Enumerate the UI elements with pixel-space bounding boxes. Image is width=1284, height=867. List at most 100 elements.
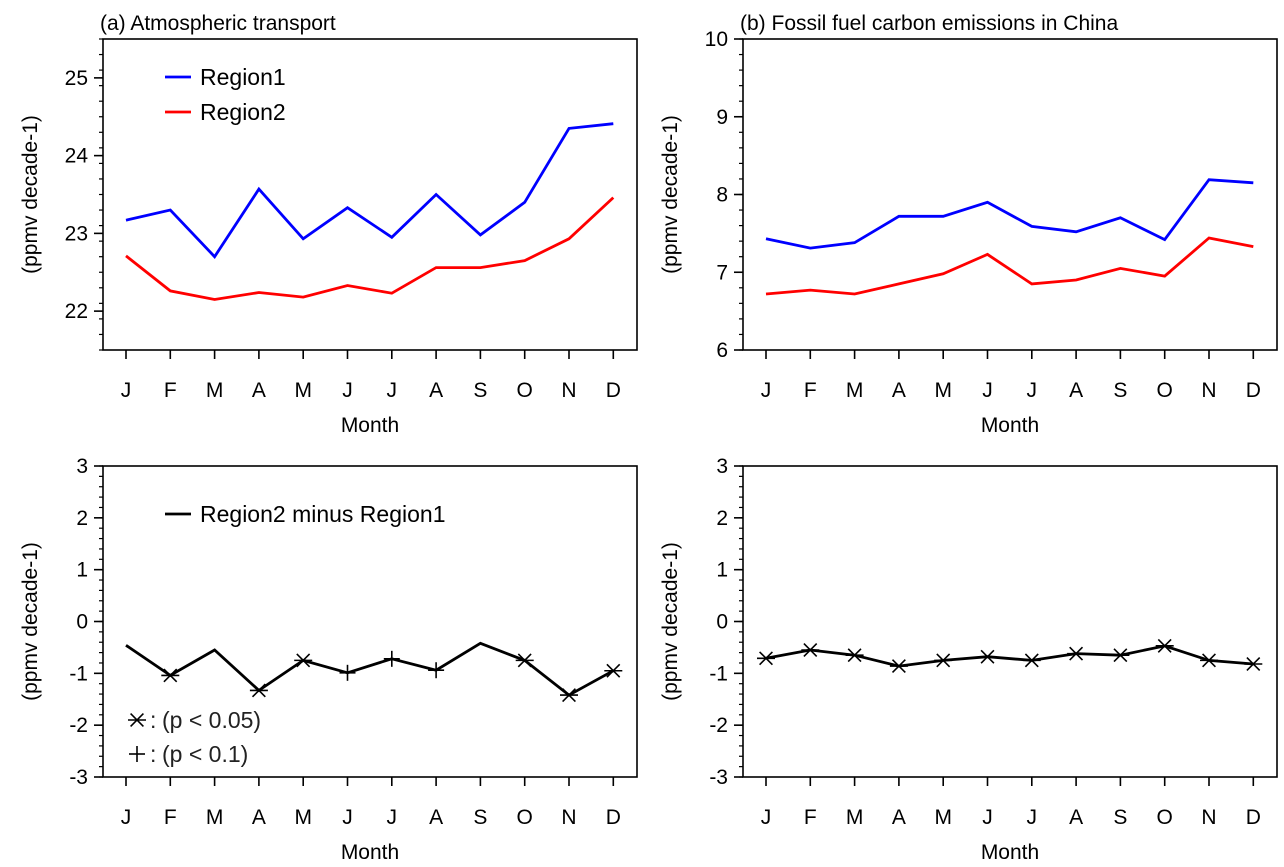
x-tick-label: F [164, 379, 177, 402]
legend-panel-a: Region1 Region2 [165, 64, 286, 125]
y-tick-label: 25 [65, 67, 88, 90]
x-tick-label: O [1157, 806, 1173, 829]
x-tick-label: F [804, 379, 817, 402]
star-marker-d2 [163, 668, 178, 683]
x-tick-label: F [804, 806, 817, 829]
x-tick-label: O [517, 379, 533, 402]
key-label-p01: (p < 0.1) [162, 741, 248, 767]
star-marker-d2 [1157, 638, 1172, 653]
x-tick-label: N [1201, 806, 1216, 829]
x-tick-label: J [387, 379, 398, 402]
x-tick-label: S [1113, 806, 1127, 829]
legend-label-region2: Region2 [200, 99, 286, 125]
x-tick-label: M [934, 379, 952, 402]
y-tick-label: -1 [69, 662, 88, 685]
star-marker-d2 [1246, 657, 1261, 671]
y-tick-label: 22 [65, 300, 88, 323]
star-marker-d2 [1024, 653, 1039, 668]
panel-3: -3 -2 -1 0 1 2 3 J F M A M J J A S O N D Month (ppmv decade-… [19, 455, 638, 864]
star-marker-d2 [803, 643, 818, 657]
y-tick-label: 0 [716, 611, 728, 634]
series-line-1 [125, 122, 614, 259]
x-axis-title: Month [341, 841, 399, 864]
y-tick-label: 2 [76, 507, 88, 530]
star-marker-d2 [296, 653, 311, 668]
key-colon-2: : [150, 741, 156, 767]
star-marker-d2 [562, 688, 576, 703]
y-tick-label: 3 [76, 455, 88, 478]
y-axis-title: (ppmv decade-1) [659, 115, 682, 274]
x-tick-label: J [121, 379, 132, 402]
x-tick-label: N [561, 806, 576, 829]
series-line-1 [765, 178, 1254, 250]
x-tick-label: J [121, 806, 132, 829]
y-tick-label: 1 [716, 559, 728, 582]
x-tick-label: S [473, 806, 487, 829]
x-tick-label: M [294, 379, 312, 402]
x-tick-label: A [252, 379, 266, 402]
star-marker-d2 [891, 659, 906, 674]
x-tick-label: D [606, 806, 621, 829]
x-tick-label: A [1069, 806, 1083, 829]
panel-1: 22 23 24 25 J F M A M J J A S O N D Month (ppmv decade-1)… [19, 12, 638, 437]
y-axis-title: (ppmv decade-1) [19, 542, 42, 701]
x-tick-label: J [1027, 806, 1038, 829]
y-tick-label: -2 [69, 714, 88, 737]
y-tick-label: -3 [69, 766, 88, 789]
panel-4: -3 -2 -1 0 1 2 3 J F M A M J J A S O N D Month (ppmv decade-… [659, 455, 1278, 864]
x-axis-title: Month [981, 841, 1039, 864]
x-tick-label: M [934, 806, 952, 829]
x-tick-label: O [1157, 379, 1173, 402]
y-tick-label: 0 [76, 611, 88, 634]
x-tick-label: J [342, 806, 353, 829]
x-tick-label: J [761, 806, 772, 829]
x-tick-label: J [1027, 379, 1038, 402]
x-tick-label: J [387, 806, 398, 829]
x-tick-label: N [1201, 379, 1216, 402]
x-tick-label: D [606, 379, 621, 402]
series-line-1 [125, 641, 614, 697]
legend-label-region1: Region1 [200, 64, 286, 90]
y-tick-label: 3 [716, 455, 728, 478]
series-line-2 [765, 236, 1254, 296]
x-tick-label: S [1113, 379, 1127, 402]
star-marker-d2 [251, 683, 266, 698]
significance-key: : (p < 0.05): (p < 0.1) [128, 707, 261, 767]
x-tick-label: A [892, 379, 906, 402]
star-marker-d2 [847, 648, 862, 663]
star-marker-d2 [517, 653, 532, 668]
x-tick-label: J [982, 379, 993, 402]
x-tick-label: J [982, 806, 993, 829]
key-colon-1: : [150, 707, 156, 733]
panel-title: (b) Fossil fuel carbon emissions in Chin… [740, 12, 1118, 35]
plot-frame [742, 465, 1278, 778]
star-marker-d2 [1113, 648, 1128, 663]
y-tick-label: 9 [716, 106, 728, 129]
x-tick-label: J [342, 379, 353, 402]
x-tick-label: A [892, 806, 906, 829]
y-tick-label: 23 [65, 222, 88, 245]
star-marker-d2 [1202, 653, 1216, 668]
star-marker-d2 [936, 653, 951, 668]
y-axis-title: (ppmv decade-1) [19, 115, 42, 274]
y-tick-label: 6 [716, 339, 728, 362]
x-tick-label: A [1069, 379, 1083, 402]
x-tick-label: M [294, 806, 312, 829]
y-tick-label: 1 [76, 559, 88, 582]
y-axis-title: (ppmv decade-1) [659, 542, 682, 701]
series-line-1 [765, 644, 1254, 668]
star-marker-d2 [759, 651, 773, 666]
x-axis-title: Month [981, 414, 1039, 437]
x-tick-label: D [1246, 379, 1261, 402]
star-marker-d2 [1069, 646, 1084, 661]
plot-frame [102, 38, 638, 351]
x-tick-label: M [846, 806, 864, 829]
star-marker-d2 [980, 649, 995, 664]
x-axis-title: Month [341, 414, 399, 437]
panel-title: (a) Atmospheric transport [100, 12, 336, 35]
x-tick-label: A [429, 379, 443, 402]
key-star-marker-d2 [130, 713, 144, 727]
x-tick-label: M [206, 379, 224, 402]
x-tick-label: F [164, 806, 177, 829]
